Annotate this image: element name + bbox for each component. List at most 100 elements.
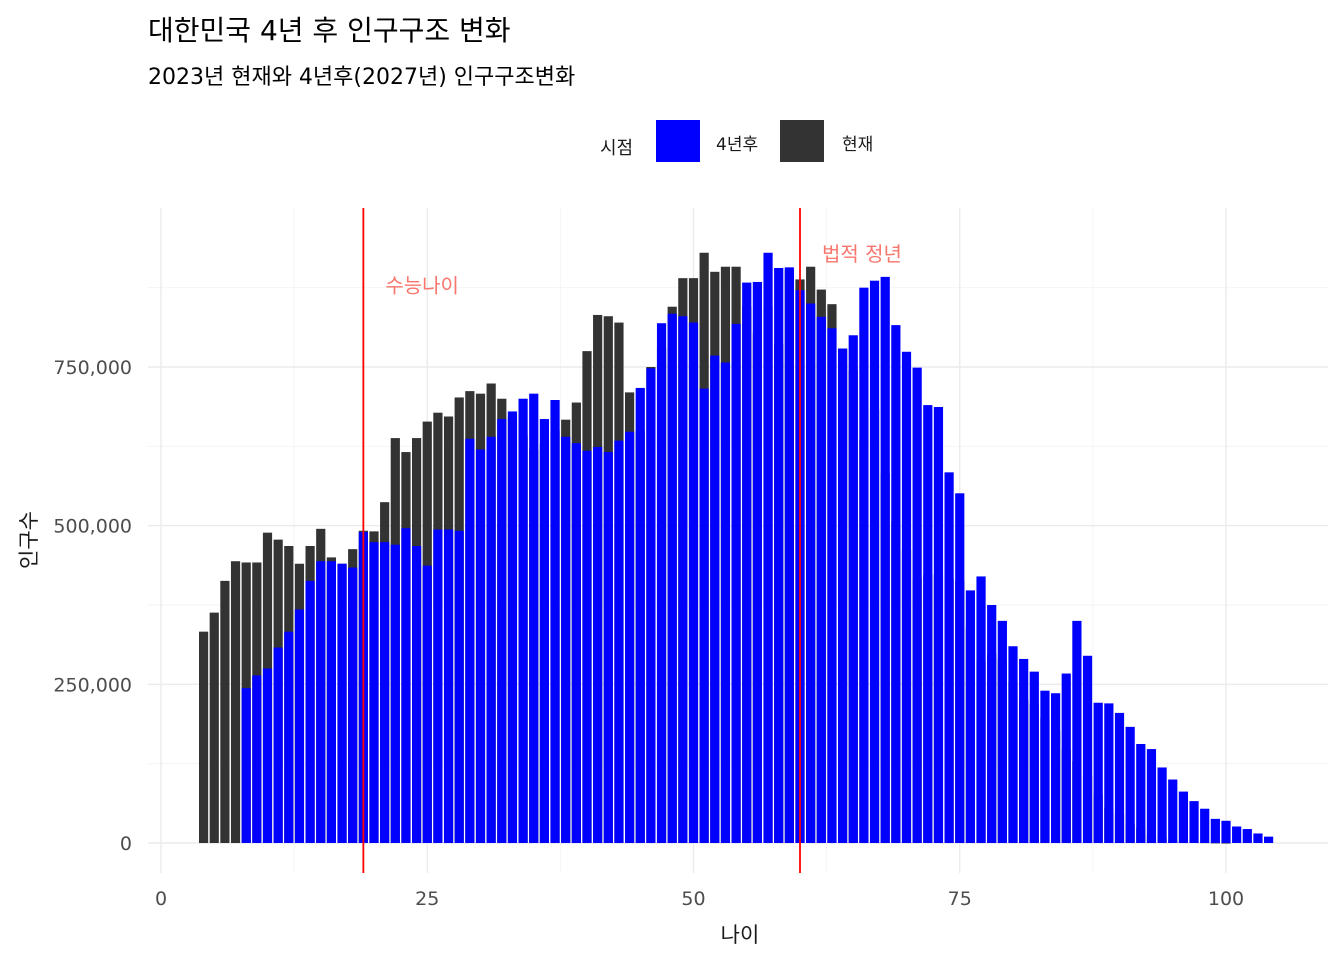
annotation-label: 수능나이 (385, 273, 459, 297)
bar-future (742, 282, 752, 844)
bar-future (699, 388, 709, 843)
bar-future (454, 530, 464, 843)
bar-future (1232, 826, 1242, 843)
y-tick-label: 500,000 (53, 516, 132, 538)
bar-future (944, 472, 954, 843)
bar-future (593, 446, 603, 843)
chart-title: 대한민국 4년 후 인구구조 변화 (148, 14, 511, 47)
bar-future (1136, 743, 1146, 843)
chart-subtitle: 2023년 현재와 4년후(2027년) 인구구조변화 (148, 65, 575, 90)
bar-future (987, 605, 997, 843)
bar-future (582, 450, 592, 843)
bar-future (443, 529, 454, 843)
bar-future (305, 580, 315, 843)
bar-future (816, 316, 826, 843)
bar-future (603, 452, 613, 843)
annotations: 수능나이 법적 정년 (385, 242, 902, 298)
x-tick-label: 25 (415, 888, 439, 910)
bar-future (1104, 703, 1114, 843)
bar-future (933, 406, 944, 843)
bar-future (1189, 801, 1199, 843)
bar-future (1221, 820, 1231, 843)
bar-future (646, 368, 656, 843)
bar-future (284, 631, 294, 843)
y-tick-label: 750,000 (53, 357, 132, 379)
bar-future (390, 544, 400, 843)
x-tick-label: 100 (1208, 888, 1244, 910)
bar-future (838, 348, 848, 843)
y-tick-label: 0 (120, 833, 132, 855)
bar-future (688, 322, 699, 843)
bar-future (1242, 829, 1252, 843)
bar-future (1210, 818, 1220, 843)
bar-future (1114, 712, 1125, 843)
bar-future (262, 668, 273, 843)
legend-title: 시점 (600, 138, 633, 159)
bar-future (901, 351, 912, 843)
bar-future (784, 267, 794, 843)
bar-future (241, 688, 251, 843)
bar-future (1051, 693, 1061, 843)
bar-current (1210, 842, 1220, 844)
bar-future (1093, 702, 1103, 843)
bar-future (380, 542, 390, 843)
bar-future (710, 355, 720, 843)
bar-future (497, 419, 507, 843)
bar-future (1200, 808, 1210, 843)
legend: 시점 4년후 현재 (600, 120, 873, 162)
bar-future (848, 335, 858, 843)
bar-future (1008, 646, 1018, 843)
bar-future (369, 542, 379, 843)
bar-future (348, 567, 358, 843)
bar-future (316, 561, 326, 843)
bar-future (859, 287, 869, 843)
bar-future (923, 405, 933, 843)
bar-future (294, 609, 305, 843)
bar-future (1178, 791, 1188, 843)
bar-future (1168, 779, 1178, 843)
bar-future (955, 493, 965, 843)
bar-future (1253, 833, 1263, 843)
y-tick-label: 250,000 (53, 674, 132, 696)
bar-future (337, 563, 347, 843)
bar-future (678, 316, 688, 844)
x-tick-label: 0 (155, 888, 167, 910)
bar-current (220, 580, 230, 843)
legend-swatch-future (656, 120, 700, 162)
bar-current (230, 561, 241, 843)
bar-future (465, 438, 475, 843)
bar-future (731, 323, 741, 844)
bar-future (997, 620, 1007, 843)
bar-future (571, 443, 581, 843)
y-axis-ticks: 0 250,000 500,000 750,000 (53, 357, 132, 855)
bar-future (486, 436, 496, 843)
x-axis-ticks: 0 25 50 75 100 (155, 888, 1244, 910)
bar-future (720, 362, 731, 843)
bar-future (976, 576, 986, 843)
bar-future (763, 252, 773, 843)
bar-current (209, 612, 219, 843)
bar-future (475, 449, 486, 843)
bar-future (625, 431, 635, 843)
bar-future (507, 411, 518, 843)
bar-future (1125, 726, 1135, 843)
bar-future (774, 267, 784, 843)
bar-future (412, 545, 422, 843)
bar-current (1221, 842, 1231, 844)
bar-future (891, 325, 901, 843)
bar-future (561, 436, 571, 843)
bar-future (539, 419, 549, 843)
bar-future (965, 590, 975, 843)
bar-future (252, 675, 262, 843)
bar-future (422, 565, 432, 843)
reference-lines (362, 208, 801, 873)
bar-future (869, 280, 880, 843)
bar-future (656, 323, 667, 844)
bar-future (1029, 671, 1039, 843)
bar-future (880, 276, 890, 843)
bar-future (1061, 673, 1071, 843)
bar-future (1072, 620, 1082, 843)
bar-future (667, 313, 677, 843)
bar-future (1040, 690, 1050, 843)
